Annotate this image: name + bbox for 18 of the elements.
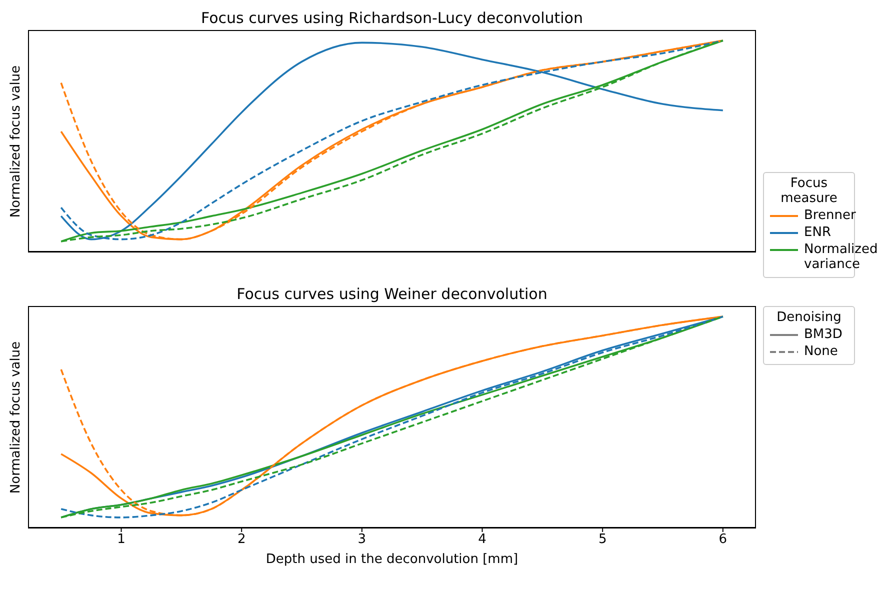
legend-title: Denoising xyxy=(776,310,842,325)
x-tick-label: 3 xyxy=(358,532,366,548)
x-tick-label: 4 xyxy=(478,532,486,548)
x-tick-label: 2 xyxy=(237,532,246,548)
chart-title: Focus curves using Richardson-Lucy deconvolution xyxy=(200,8,584,29)
x-tick-label: 1 xyxy=(117,532,126,548)
legend-label: Brenner xyxy=(804,208,856,223)
x-tick-label: 5 xyxy=(598,532,607,548)
x-tick-label: 6 xyxy=(718,532,728,548)
text: None xyxy=(804,344,838,359)
x-axis-title: Depth used in the deconvolution [mm] xyxy=(264,551,520,569)
legend-title: Focus measure xyxy=(780,176,838,206)
y-axis-title: Normalized focus value xyxy=(8,340,24,494)
chart-title: Focus curves using Weiner deconvolution xyxy=(236,284,548,305)
text: BM3D xyxy=(804,327,842,342)
legend-label: Normalized variance xyxy=(804,242,878,272)
legend-label: ENR xyxy=(804,225,831,240)
y-axis-title: Normalized focus value xyxy=(8,64,24,218)
